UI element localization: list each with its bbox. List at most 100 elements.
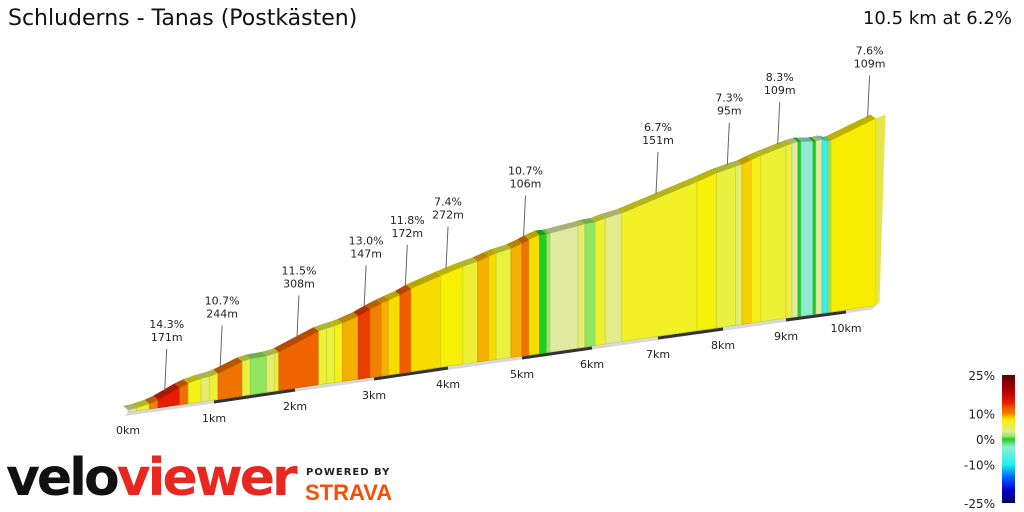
- gradient-segment: [209, 373, 219, 401]
- segment-top-surface: [472, 252, 489, 262]
- annotation-leader: [777, 102, 781, 145]
- segment-top-surface: [313, 324, 327, 332]
- gradient-segment: [266, 353, 276, 393]
- segment-top-surface: [329, 318, 343, 326]
- annotation-gradient: 6.7%: [644, 121, 672, 134]
- annotation-gradient: 8.3%: [766, 71, 794, 84]
- segment-top-surface: [144, 395, 159, 404]
- strava-logo[interactable]: STRAVA: [305, 480, 393, 505]
- legend-label: 0%: [976, 433, 995, 447]
- gradient-segment: [539, 233, 547, 354]
- x-tick-label: 0km: [116, 424, 140, 437]
- gradient-segment: [440, 266, 464, 368]
- annotation-length: 244m: [206, 307, 238, 320]
- annotation-length: 109m: [854, 57, 886, 70]
- profile-end-face: [875, 114, 886, 306]
- segment-top-surface: [711, 162, 736, 174]
- gradient-segment: [577, 223, 586, 349]
- annotation-leader: [726, 122, 730, 165]
- annotation-length: 147m: [350, 247, 382, 260]
- segment-top-surface: [534, 229, 547, 235]
- annotation-leader: [445, 226, 449, 269]
- annotation-leader: [867, 75, 871, 118]
- profile-segments: [123, 114, 886, 413]
- segment-top-surface: [321, 321, 335, 329]
- gradient-segment: [477, 255, 490, 363]
- annotation-leader: [219, 325, 223, 368]
- x-tick-label: 8km: [711, 339, 735, 352]
- segment-top-surface: [245, 351, 267, 359]
- gradient-segment: [827, 139, 832, 313]
- annotation-leader: [164, 348, 168, 391]
- segment-top-surface: [524, 230, 540, 240]
- segment-top-surface: [131, 399, 150, 408]
- segment-top-surface: [383, 291, 400, 300]
- gradient-segment: [741, 159, 752, 325]
- x-tick-label: 7km: [646, 348, 670, 361]
- gradient-segment: [760, 145, 787, 322]
- gradient-segment: [716, 166, 736, 329]
- segment-top-surface: [616, 177, 697, 214]
- gradient-segment: [546, 232, 551, 353]
- climb-title: Schluderns - Tanas (Postkästen): [8, 6, 358, 31]
- segment-top-surface: [817, 135, 828, 141]
- km-band: [213, 388, 296, 404]
- gradient-legend: 25% 10% 0% -10% -25%: [964, 369, 1015, 511]
- segment-top-surface: [781, 139, 792, 146]
- segment-top-surface: [736, 155, 752, 165]
- annotation-length: 171m: [151, 331, 183, 344]
- segment-top-surface: [337, 311, 359, 323]
- annotation-gradient: 11.5%: [281, 265, 316, 278]
- segment-top-surface: [505, 239, 522, 249]
- segment-top-surface: [183, 374, 202, 384]
- gradient-segment: [399, 288, 412, 374]
- segment-top-surface: [204, 369, 219, 377]
- segment-top-surface: [213, 357, 243, 374]
- gradient-segment: [242, 358, 251, 397]
- segment-top-surface: [174, 379, 189, 388]
- gradient-segment: [584, 221, 596, 348]
- gradient-segment: [462, 260, 478, 365]
- annotation-length: 151m: [642, 134, 674, 147]
- km-band: [521, 346, 593, 360]
- segment-top-surface: [823, 136, 831, 141]
- gradient-segment: [488, 252, 497, 361]
- annotation-leader: [523, 195, 526, 238]
- segment-top-surface: [273, 327, 319, 353]
- segment-top-surface: [787, 137, 798, 144]
- gradient-segment: [797, 141, 802, 317]
- gradient-segment: [800, 141, 814, 317]
- segment-top-surface: [269, 348, 279, 354]
- gradient-segment: [381, 299, 390, 377]
- annotation-length: 106m: [510, 177, 542, 190]
- baseline: [125, 305, 876, 416]
- annotation-gradient: 11.8%: [390, 214, 425, 227]
- annotation-gradient: 10.7%: [205, 294, 240, 307]
- annotation-length: 172m: [391, 227, 423, 240]
- segment-top-surface: [692, 169, 717, 182]
- segment-top-surface: [237, 354, 251, 362]
- km-band: [373, 366, 449, 381]
- km-band: [785, 310, 847, 322]
- segment-top-surface: [353, 305, 371, 316]
- x-tick-label: 6km: [580, 358, 604, 371]
- segment-top-surface: [483, 249, 497, 257]
- legend-label: -10%: [964, 459, 995, 473]
- veloviewer-logo[interactable]: veloviewer: [6, 448, 298, 508]
- x-tick-label: 10km: [830, 322, 861, 335]
- gradient-segment: [549, 225, 579, 353]
- annotation-leader: [655, 151, 659, 194]
- segment-top-surface: [826, 114, 876, 141]
- annotation-gradient: 7.3%: [715, 92, 743, 105]
- gradient-segment: [342, 315, 359, 382]
- annotation-gradient: 7.4%: [434, 196, 462, 209]
- gradient-segment: [334, 322, 343, 383]
- annotation-gradient: 10.7%: [508, 164, 543, 177]
- segment-top-surface: [580, 217, 596, 224]
- segment-top-surface: [406, 271, 441, 289]
- gradient-segment: [521, 239, 530, 357]
- gradient-segment: [318, 327, 327, 386]
- segment-top-surface: [376, 295, 389, 304]
- segment-top-surface: [811, 135, 822, 142]
- x-tick-label: 1km: [202, 412, 226, 425]
